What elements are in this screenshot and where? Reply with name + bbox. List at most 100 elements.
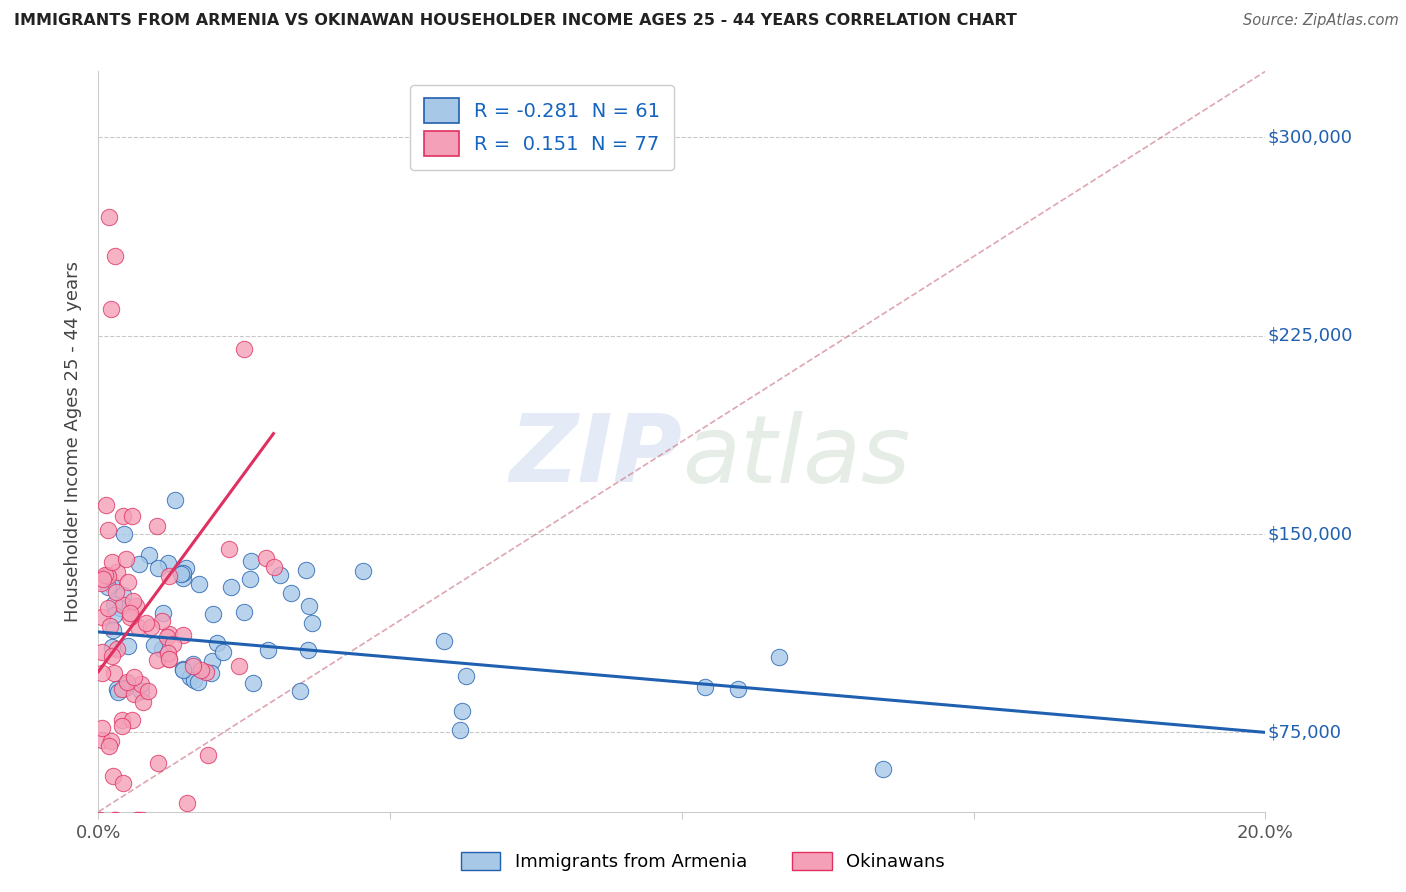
Point <box>111 681 134 696</box>
Point <box>433 633 456 648</box>
Point <box>96 568 118 582</box>
Point <box>239 573 262 587</box>
Point <box>129 684 152 698</box>
Point <box>105 585 128 599</box>
Text: $150,000: $150,000 <box>1268 525 1353 543</box>
Point <box>90 721 112 735</box>
Point <box>90 576 112 591</box>
Point <box>94 568 117 582</box>
Point <box>104 813 127 827</box>
Point <box>117 677 139 691</box>
Point <box>157 652 180 666</box>
Point <box>91 610 114 624</box>
Point <box>269 568 291 582</box>
Point <box>121 713 143 727</box>
Point <box>176 797 198 811</box>
Point <box>104 250 127 264</box>
Point <box>179 670 201 684</box>
Text: ZIP: ZIP <box>509 410 682 502</box>
Point <box>128 557 150 571</box>
Point <box>103 598 125 612</box>
Point <box>872 762 894 776</box>
Point <box>101 640 124 655</box>
Point <box>105 641 128 656</box>
Point <box>205 636 228 650</box>
Point <box>138 548 160 562</box>
Point <box>89 813 111 827</box>
Text: $225,000: $225,000 <box>1268 326 1353 345</box>
Point <box>456 668 478 682</box>
Point <box>228 658 250 673</box>
Point <box>172 663 194 677</box>
Point <box>201 607 224 621</box>
Point <box>127 813 149 827</box>
Point <box>218 542 240 557</box>
Point <box>156 630 179 644</box>
Point <box>157 568 180 582</box>
Point <box>97 524 120 538</box>
Point <box>114 681 136 696</box>
Point <box>100 734 122 748</box>
Y-axis label: Householder Income Ages 25 - 44 years: Householder Income Ages 25 - 44 years <box>65 261 83 622</box>
Point <box>152 607 174 621</box>
Point <box>187 675 209 690</box>
Point <box>108 601 131 615</box>
Point <box>117 639 139 653</box>
Legend: R = -0.281  N = 61, R =  0.151  N = 77: R = -0.281 N = 61, R = 0.151 N = 77 <box>411 85 673 169</box>
Point <box>157 627 180 641</box>
Point <box>297 643 319 657</box>
Point <box>174 561 197 575</box>
Point <box>100 577 122 591</box>
Text: atlas: atlas <box>682 411 910 502</box>
Point <box>150 615 173 629</box>
Point <box>256 642 278 657</box>
Point <box>115 552 138 566</box>
Point <box>127 813 149 827</box>
Point <box>104 813 127 827</box>
Point <box>100 648 122 663</box>
Point <box>91 733 114 747</box>
Text: IMMIGRANTS FROM ARMENIA VS OKINAWAN HOUSEHOLDER INCOME AGES 25 - 44 YEARS CORREL: IMMIGRANTS FROM ARMENIA VS OKINAWAN HOUS… <box>14 13 1017 29</box>
Point <box>111 589 134 603</box>
Point <box>129 677 152 691</box>
Point <box>122 594 145 608</box>
Point <box>240 554 263 568</box>
Point <box>450 704 472 718</box>
Point <box>107 685 129 699</box>
Point <box>103 623 125 637</box>
Point <box>146 653 169 667</box>
Point <box>97 569 120 583</box>
Text: Source: ZipAtlas.com: Source: ZipAtlas.com <box>1243 13 1399 29</box>
Point <box>242 675 264 690</box>
Point <box>181 657 204 671</box>
Point <box>150 642 173 657</box>
Point <box>103 607 125 622</box>
Point <box>112 509 135 524</box>
Point <box>290 684 312 698</box>
Point <box>121 508 143 523</box>
Point <box>162 636 184 650</box>
Point <box>727 681 749 696</box>
Point <box>120 610 142 624</box>
Point <box>146 756 169 770</box>
Point <box>201 654 224 668</box>
Point <box>263 559 285 574</box>
Point <box>280 586 302 600</box>
Point <box>98 619 121 633</box>
Point <box>142 638 165 652</box>
Point <box>157 652 180 666</box>
Point <box>122 687 145 701</box>
Point <box>183 673 205 687</box>
Point <box>298 599 321 613</box>
Point <box>212 645 235 659</box>
Point <box>97 210 120 224</box>
Point <box>94 498 117 512</box>
Point <box>97 739 120 753</box>
Point <box>183 658 205 673</box>
Point <box>172 571 194 585</box>
Point <box>101 555 124 569</box>
Point <box>693 681 716 695</box>
Point <box>172 628 194 642</box>
Point <box>295 564 318 578</box>
Point <box>188 577 211 591</box>
